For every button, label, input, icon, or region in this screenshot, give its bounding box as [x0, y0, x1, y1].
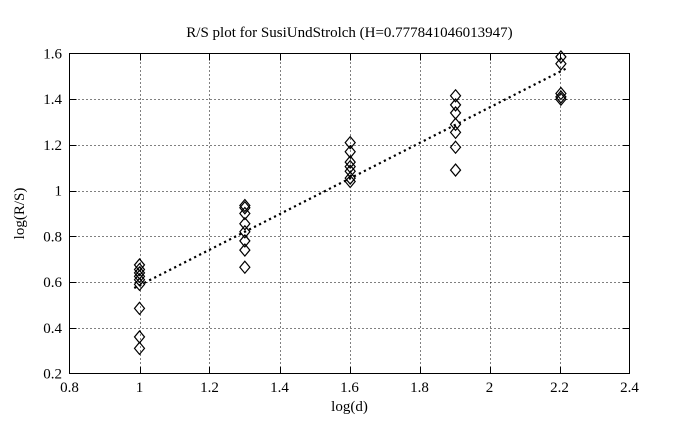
x-tick-label: 2 — [486, 380, 494, 396]
y-tick-label: 1.4 — [43, 92, 62, 108]
y-tick-label: 1.2 — [43, 138, 62, 154]
data-point-diamond[interactable] — [133, 272, 146, 287]
data-point-diamond[interactable] — [239, 216, 251, 231]
x-tick-label: 1 — [136, 380, 144, 396]
y-tick-label: 0.2 — [43, 367, 62, 383]
data-point-diamond[interactable] — [239, 233, 251, 248]
data-point-diamond[interactable] — [133, 277, 146, 292]
x-tick-label: 0.8 — [60, 380, 79, 396]
regression-trendline — [133, 66, 569, 289]
x-tick-label: 1.6 — [340, 380, 359, 396]
y-tick-label: 0.6 — [43, 275, 62, 291]
y-tick-label: 0.8 — [43, 229, 62, 245]
data-point-diamond[interactable] — [133, 341, 146, 356]
data-point-diamond[interactable] — [344, 171, 356, 186]
data-point-diamond[interactable] — [555, 49, 567, 64]
data-point-diamond[interactable] — [239, 206, 251, 221]
data-point-diamond[interactable] — [239, 198, 251, 213]
x-tick-label: 1.8 — [410, 380, 429, 396]
data-point-diamond[interactable] — [449, 117, 462, 132]
y-tick-label: 0.4 — [43, 321, 62, 337]
data-point-diamond[interactable] — [449, 105, 462, 120]
data-point-diamond[interactable] — [555, 89, 567, 104]
data-point-diamond[interactable] — [133, 301, 146, 316]
data-point-diamond[interactable] — [239, 260, 251, 275]
x-axis-label: log(d) — [331, 399, 368, 415]
data-point-diamond[interactable] — [344, 135, 356, 150]
x-tick-label: 1.2 — [200, 380, 219, 396]
data-point-diamond[interactable] — [555, 56, 567, 71]
data-point-diamond[interactable] — [449, 163, 462, 178]
data-point-diamond[interactable] — [555, 86, 567, 101]
data-point-diamond[interactable] — [239, 243, 251, 258]
data-point-diamond[interactable] — [449, 88, 462, 103]
y-axis-label: log(R/S) — [12, 188, 28, 240]
plot-frame — [69, 53, 630, 374]
data-point-diamond[interactable] — [133, 329, 146, 344]
data-point-diamond[interactable] — [344, 174, 356, 189]
data-point-diamond[interactable] — [133, 257, 146, 272]
y-tick-label: 1 — [55, 184, 63, 200]
chart-title: R/S plot for SusiUndStrolch (H=0.7778410… — [186, 25, 512, 41]
data-point-diamond[interactable] — [344, 144, 356, 159]
x-tick-label: 1.4 — [270, 380, 289, 396]
x-tick-label: 2.2 — [550, 380, 569, 396]
data-point-diamond[interactable] — [344, 155, 356, 170]
data-point-diamond[interactable] — [239, 200, 251, 215]
data-point-diamond[interactable] — [133, 269, 146, 284]
x-tick-label: 2.4 — [620, 380, 639, 396]
data-point-diamond[interactable] — [239, 224, 251, 239]
data-point-diamond[interactable] — [555, 92, 567, 107]
data-point-diamond[interactable] — [449, 125, 462, 140]
data-point-diamond[interactable] — [133, 262, 146, 277]
y-tick-label: 1.6 — [43, 47, 62, 63]
data-point-diamond[interactable] — [449, 140, 462, 155]
data-point-diamond[interactable] — [344, 164, 356, 179]
data-point-diamond[interactable] — [449, 97, 462, 112]
